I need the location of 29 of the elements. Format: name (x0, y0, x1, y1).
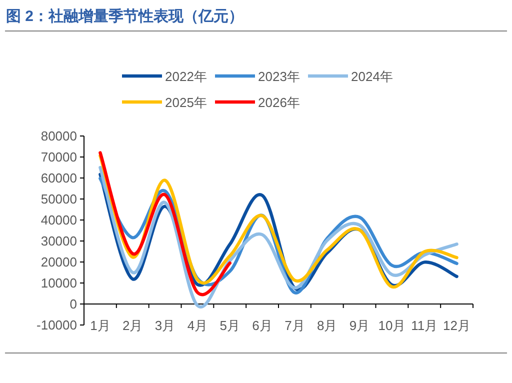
x-tick-label: 10月 (378, 318, 406, 333)
x-tick-label: 2月 (122, 318, 143, 333)
y-tick-label: 0 (70, 296, 77, 312)
y-tick-label: 40000 (40, 212, 77, 228)
y-tick-label: 10000 (40, 276, 77, 290)
legend-label: 2024年 (351, 69, 393, 84)
line-series (98, 166, 458, 308)
x-tick-label: 4月 (187, 318, 208, 333)
y-tick-label: 60000 (40, 170, 77, 186)
legend-label: 2025年 (165, 95, 207, 110)
legend-label: 2026年 (258, 95, 300, 110)
x-tick-label: 3月 (154, 318, 176, 333)
x-tick-label: 11月 (411, 318, 438, 333)
x-tick-label: 7月 (284, 318, 305, 333)
x-tick-label: 9月 (349, 318, 370, 333)
y-tick-label: 70000 (40, 150, 77, 164)
x-tick-label: 6月 (252, 318, 272, 333)
y-tick-label: 20000 (40, 254, 77, 270)
y-tick-label: 30000 (40, 234, 77, 248)
x-tick-label: 12月 (443, 318, 471, 333)
x-tick-label: 1月 (90, 318, 110, 333)
y-tick-label: -10000 (36, 318, 77, 332)
legend-label: 2023年 (258, 69, 300, 84)
chart-title: 图 2：社融增量季节性表现（亿元） (6, 8, 244, 25)
legend-label: 2022年 (165, 69, 207, 84)
x-tick-label: 8月 (317, 318, 338, 333)
y-tick-label: 80000 (40, 128, 77, 144)
y-tick-label: 50000 (40, 192, 77, 206)
x-tick-label: 5月 (220, 318, 240, 333)
